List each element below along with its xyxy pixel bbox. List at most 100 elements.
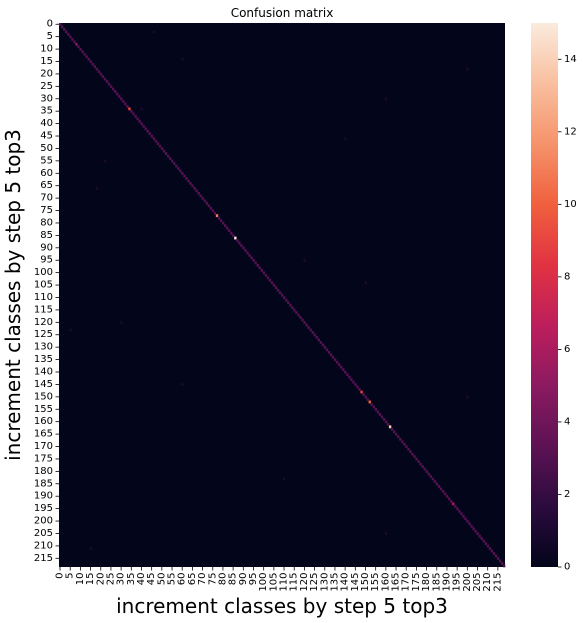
heatmap-cell-diagonal-94: [250, 256, 253, 260]
heatmap-cell-offdiag-16: [89, 547, 92, 550]
heatmap-cell-diagonal-1: [61, 25, 64, 29]
heatmap-cells: [59, 23, 506, 568]
heatmap-cell-diagonal-202: [470, 524, 473, 528]
heatmap-cell-diagonal-7: [73, 40, 76, 44]
heatmap-cell-diagonal-13: [85, 55, 88, 59]
y-axis-ticks: 0510152025303540455055606570758085909510…: [34, 19, 59, 564]
x-tick-label-7: 35: [126, 573, 137, 586]
y-tick-label-38: 190: [34, 491, 53, 502]
heatmap-cell-diagonal-130: [323, 345, 327, 349]
heatmap-cell-diagonal-55: [171, 159, 174, 163]
x-tick-label-30: 150: [360, 573, 371, 592]
x-tick-label-35: 175: [411, 573, 422, 592]
y-tick-label-20: 100: [34, 267, 53, 278]
heatmap-cell-offdiag-3: [384, 97, 388, 101]
heatmap-cell-diagonal-170: [405, 445, 408, 449]
heatmap-cell-diagonal-4: [67, 32, 70, 36]
heatmap-cell-diagonal-161: [386, 422, 390, 426]
heatmap-cell-diagonal-199: [464, 517, 467, 521]
heatmap-cell-diagonal-97: [256, 263, 259, 267]
x-tick-label-34: 170: [401, 573, 412, 592]
heatmap-cell-diagonal-150: [364, 395, 367, 399]
y-tick-label-23: 115: [34, 304, 53, 315]
heatmap-cell-diagonal-75: [211, 209, 215, 213]
heatmap-cell-diagonal-133: [329, 353, 333, 357]
colorbar-tick-label-4: 8: [564, 271, 570, 282]
heatmap-cell-diagonal-8: [75, 42, 78, 46]
x-tick-label-13: 65: [187, 573, 198, 586]
heatmap-cell-diagonal-103: [268, 278, 272, 282]
heatmap-cell-offdiag-15: [384, 532, 388, 536]
heatmap-cell-diagonal-218: [502, 564, 506, 568]
x-tick-label-2: 10: [75, 573, 86, 586]
colorbar-tick-label-6: 12: [564, 126, 577, 137]
heatmap-cell-diagonal-215: [496, 557, 500, 560]
heatmap-cell-diagonal-29: [118, 95, 121, 98]
x-tick-label-18: 90: [238, 573, 249, 586]
heatmap-cell-diagonal-175: [415, 457, 418, 461]
heatmap-cell-offdiag-4: [140, 107, 143, 111]
heatmap-cell-diagonal-217: [500, 562, 504, 565]
heatmap-cell-offdiag-2: [466, 67, 469, 71]
heatmap-cell-diagonal-12: [83, 52, 86, 56]
heatmap-cell-diagonal-213: [492, 552, 496, 555]
heatmap-cell-diagonal-43: [146, 129, 149, 133]
heatmap-cell-diagonal-44: [148, 132, 151, 136]
heatmap-cell-diagonal-36: [132, 112, 135, 116]
heatmap-cell-diagonal-210: [486, 544, 490, 548]
heatmap-cell-offdiag-1: [181, 57, 184, 61]
heatmap-cell-diagonal-198: [462, 514, 465, 518]
x-tick-label-3: 15: [85, 573, 96, 586]
x-tick-label-11: 55: [167, 573, 178, 586]
y-tick-label-43: 215: [34, 553, 53, 564]
heatmap-cell-diagonal-26: [111, 87, 115, 91]
heatmap-cell-diagonal-11: [81, 50, 84, 54]
heatmap-cell-offdiag-9: [364, 281, 367, 285]
heatmap-cell-diagonal-205: [476, 532, 479, 536]
x-tick-label-43: 215: [492, 573, 503, 592]
heatmap-cell-diagonal-70: [201, 196, 204, 200]
heatmap-cell-diagonal-37: [134, 114, 137, 118]
heatmap-cell-diagonal-153: [370, 403, 373, 406]
heatmap-cell-diagonal-139: [342, 368, 345, 372]
heatmap-cell-offdiag-12: [181, 383, 184, 387]
heatmap-cell-diagonal-141: [346, 373, 349, 377]
heatmap-cell-diagonal-123: [309, 328, 312, 332]
y-tick-label-33: 165: [34, 429, 53, 440]
heatmap-cell-diagonal-105: [272, 283, 276, 287]
x-tick-label-17: 85: [228, 573, 239, 586]
heatmap-cell-diagonal-96: [254, 261, 257, 265]
heatmap-cell-diagonal-118: [299, 316, 302, 319]
heatmap-cell-diagonal-81: [223, 224, 227, 228]
heatmap-cell-diagonal-159: [382, 417, 386, 421]
heatmap-cell-diagonal-88: [238, 241, 241, 245]
colorbar-tick-label-1: 2: [564, 489, 570, 500]
heatmap-cell-diagonal-69: [199, 194, 202, 198]
heatmap-cell-diagonal-135: [333, 358, 337, 362]
heatmap-cell-diagonal-203: [472, 527, 475, 531]
heatmap-cell-offdiag-7: [95, 186, 99, 190]
heatmap-cell-diagonal-104: [270, 281, 274, 285]
y-tick-label-21: 105: [34, 280, 53, 291]
heatmap-cell-diagonal-120: [303, 321, 306, 324]
heatmap-cell-diagonal-152: [368, 400, 371, 404]
heatmap-cell-diagonal-134: [331, 355, 335, 359]
y-tick-label-30: 150: [34, 391, 53, 402]
y-tick-label-12: 60: [40, 168, 53, 179]
y-tick-label-25: 125: [34, 329, 53, 340]
heatmap-cell-diagonal-136: [335, 360, 339, 364]
x-tick-label-33: 165: [391, 573, 402, 592]
heatmap-cell-diagonal-101: [264, 273, 268, 277]
heatmap-cell-diagonal-191: [447, 497, 451, 501]
heatmap-cell-diagonal-28: [116, 92, 119, 96]
y-tick-label-40: 200: [34, 516, 53, 527]
x-tick-label-21: 105: [268, 573, 279, 592]
heatmap-cell-diagonal-99: [260, 268, 264, 272]
heatmap-cell-diagonal-19: [97, 70, 101, 74]
heatmap-cell-offdiag-14: [283, 477, 286, 481]
heatmap-cell-diagonal-193: [452, 502, 455, 506]
heatmap-cell-diagonal-108: [278, 291, 282, 295]
heatmap-cell-diagonal-145: [354, 383, 357, 387]
heatmap-cell-diagonal-48: [156, 142, 160, 146]
heatmap-cell-diagonal-147: [358, 388, 361, 391]
